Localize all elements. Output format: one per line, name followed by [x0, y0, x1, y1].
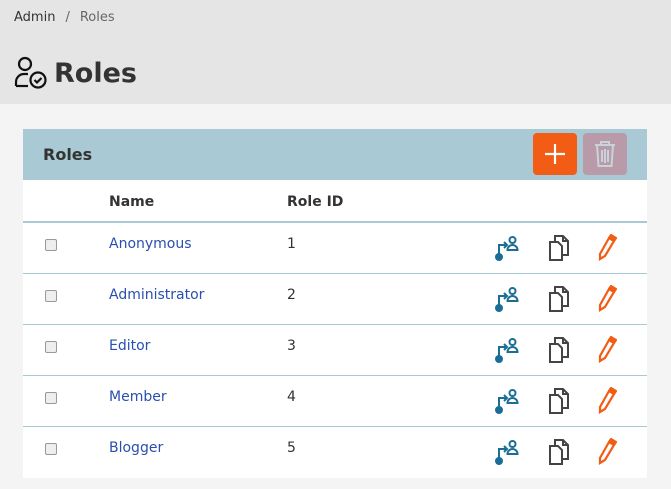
row-checkbox[interactable] [45, 443, 57, 455]
copy-icon[interactable] [548, 336, 572, 364]
table-header: Name Role ID [23, 180, 647, 223]
edit-icon[interactable] [595, 438, 617, 466]
user-check-icon [14, 56, 47, 89]
assign-user-icon[interactable] [495, 387, 519, 415]
table-row: Anonymous 1 [23, 223, 647, 274]
role-name-link[interactable]: Blogger [109, 440, 164, 456]
edit-icon[interactable] [595, 285, 617, 313]
assign-user-icon[interactable] [495, 234, 519, 262]
role-name-link[interactable]: Anonymous [109, 236, 192, 252]
table-row: Member 4 [23, 376, 647, 427]
page-header: Admin / Roles Roles [0, 0, 671, 104]
row-checkbox[interactable] [45, 290, 57, 302]
delete-role-button[interactable] [583, 133, 627, 175]
copy-icon[interactable] [548, 387, 572, 415]
table-row: Administrator 2 [23, 274, 647, 325]
panel-title: Roles [43, 145, 93, 164]
add-role-button[interactable] [533, 133, 577, 175]
column-role-id[interactable]: Role ID [287, 194, 344, 210]
row-checkbox[interactable] [45, 239, 57, 251]
edit-icon[interactable] [595, 234, 617, 262]
breadcrumb-admin[interactable]: Admin [14, 10, 56, 25]
breadcrumb: Admin / Roles [14, 10, 115, 25]
assign-user-icon[interactable] [495, 336, 519, 364]
edit-icon[interactable] [595, 387, 617, 415]
assign-user-icon[interactable] [495, 285, 519, 313]
breadcrumb-separator: / [65, 10, 70, 25]
plus-icon [545, 144, 565, 164]
assign-user-icon[interactable] [495, 438, 519, 466]
table-row: Editor 3 [23, 325, 647, 376]
breadcrumb-current: Roles [79, 10, 115, 25]
role-id: 1 [287, 236, 296, 252]
page-title: Roles [54, 57, 137, 89]
copy-icon[interactable] [548, 285, 572, 313]
copy-icon[interactable] [548, 438, 572, 466]
copy-icon[interactable] [548, 234, 572, 262]
role-id: 2 [287, 287, 296, 303]
role-id: 4 [287, 389, 296, 405]
role-name-link[interactable]: Administrator [109, 287, 205, 303]
row-checkbox[interactable] [45, 392, 57, 404]
role-name-link[interactable]: Member [109, 389, 167, 405]
role-id: 5 [287, 440, 296, 456]
column-name[interactable]: Name [109, 194, 155, 210]
table-row: Blogger 5 [23, 427, 647, 478]
trash-icon [595, 141, 615, 167]
roles-panel: Roles Name Role ID Anonymous 1 Administr… [23, 129, 647, 478]
role-id: 3 [287, 338, 296, 354]
edit-icon[interactable] [595, 336, 617, 364]
row-checkbox[interactable] [45, 341, 57, 353]
role-name-link[interactable]: Editor [109, 338, 151, 354]
